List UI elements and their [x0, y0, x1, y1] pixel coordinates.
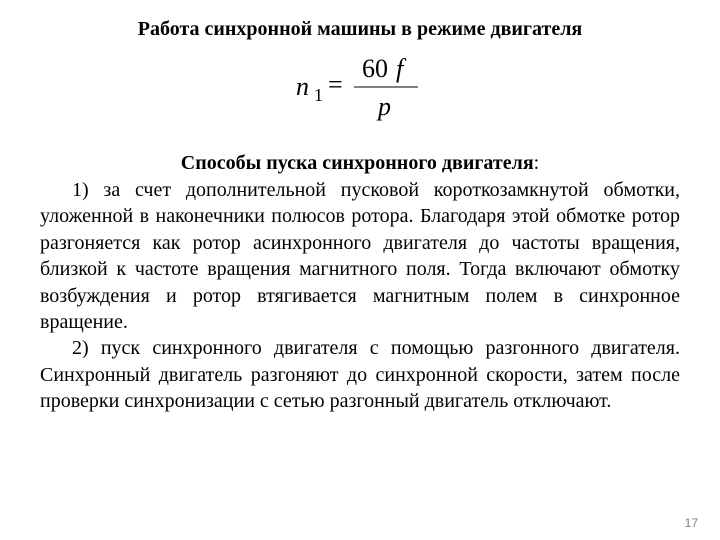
slide-page: Работа синхронной машины в режиме двигат…	[0, 0, 720, 540]
formula-block: n 1 = 60 f p	[40, 47, 680, 130]
formula-numerator-var: f	[396, 54, 407, 83]
formula-numerator-coef: 60	[362, 54, 388, 83]
formula-lhs-var: n	[296, 72, 309, 101]
subheading: Способы пуска синхронного двигателя:	[40, 152, 680, 175]
page-number: 17	[685, 516, 698, 530]
formula-eq: =	[328, 70, 343, 99]
formula-svg: n 1 = 60 f p	[280, 47, 440, 125]
formula-denominator: p	[376, 92, 391, 121]
paragraph-1: 1) за счет дополнительной пусковой корот…	[40, 177, 680, 335]
page-title: Работа синхронной машины в режиме двигат…	[40, 18, 680, 41]
subheading-tail: :	[534, 152, 540, 174]
subheading-bold: Способы пуска синхронного двигателя	[181, 152, 534, 174]
paragraph-2: 2) пуск синхронного двигателя с помощью …	[40, 335, 680, 414]
formula-lhs-sub: 1	[314, 85, 323, 105]
